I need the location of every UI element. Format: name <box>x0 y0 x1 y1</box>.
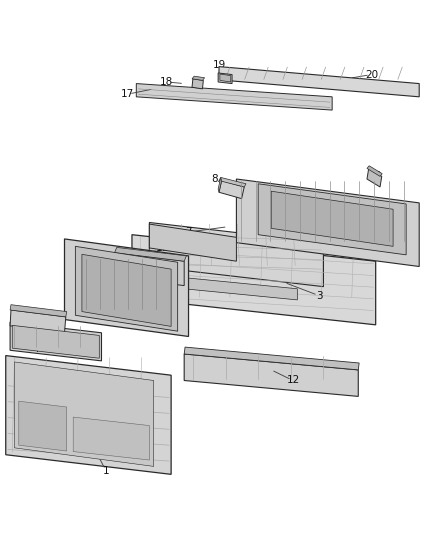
Polygon shape <box>162 276 297 300</box>
Polygon shape <box>136 84 332 110</box>
Polygon shape <box>271 191 393 246</box>
Text: 7: 7 <box>185 227 192 237</box>
Polygon shape <box>115 247 186 261</box>
Polygon shape <box>237 179 419 266</box>
Text: 1: 1 <box>102 466 109 475</box>
Polygon shape <box>10 305 67 317</box>
Text: 2: 2 <box>85 298 92 309</box>
Polygon shape <box>219 177 246 187</box>
Polygon shape <box>192 76 205 80</box>
Polygon shape <box>149 222 323 287</box>
Polygon shape <box>219 181 244 199</box>
Text: 6: 6 <box>116 264 122 274</box>
Polygon shape <box>82 254 171 326</box>
Polygon shape <box>64 239 188 336</box>
Text: 5: 5 <box>24 317 31 327</box>
Polygon shape <box>367 166 382 176</box>
Polygon shape <box>149 224 237 261</box>
Polygon shape <box>218 73 232 84</box>
Text: 9: 9 <box>346 227 353 237</box>
Text: 4: 4 <box>33 344 39 354</box>
Text: 17: 17 <box>121 89 134 99</box>
Polygon shape <box>115 253 184 286</box>
Text: 19: 19 <box>212 60 226 70</box>
Text: 18: 18 <box>369 172 382 181</box>
Polygon shape <box>132 235 376 325</box>
Text: 11: 11 <box>156 243 169 253</box>
Text: 8: 8 <box>212 174 218 184</box>
Polygon shape <box>75 246 178 331</box>
Polygon shape <box>184 354 358 397</box>
Polygon shape <box>192 79 203 89</box>
Polygon shape <box>220 74 231 82</box>
Polygon shape <box>6 356 171 474</box>
Polygon shape <box>10 322 102 361</box>
Polygon shape <box>19 401 67 451</box>
Polygon shape <box>218 177 222 192</box>
Text: 3: 3 <box>316 290 322 301</box>
Polygon shape <box>12 325 99 358</box>
Polygon shape <box>73 417 149 460</box>
Polygon shape <box>14 362 154 466</box>
Text: 12: 12 <box>286 375 300 385</box>
Polygon shape <box>219 67 419 97</box>
Polygon shape <box>184 347 359 370</box>
Text: 18: 18 <box>160 77 173 87</box>
Text: 20: 20 <box>365 70 378 79</box>
Polygon shape <box>258 184 406 255</box>
Polygon shape <box>367 168 382 187</box>
Polygon shape <box>10 310 66 333</box>
